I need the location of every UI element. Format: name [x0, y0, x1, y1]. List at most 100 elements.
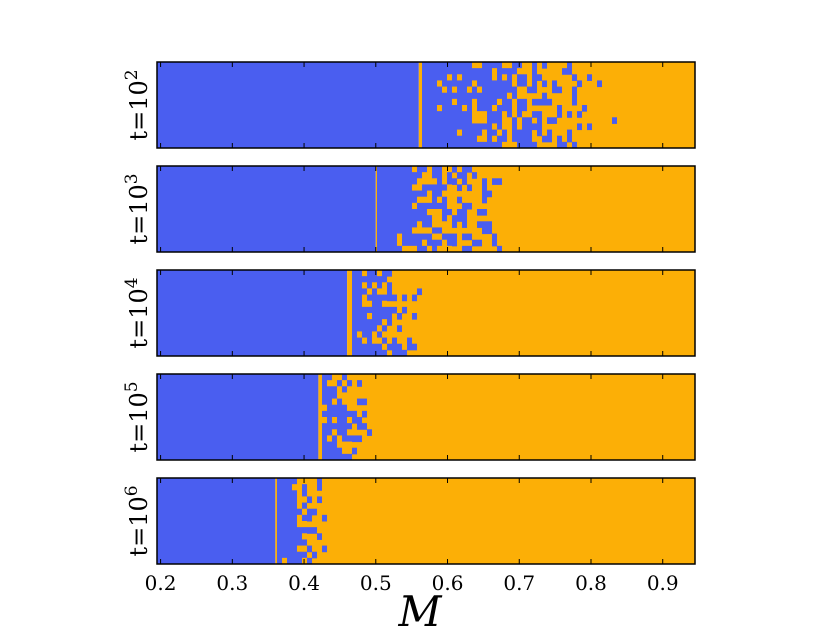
heatmap-cell [402, 349, 407, 357]
heatmap-cell [452, 117, 457, 124]
heatmap-cell [287, 490, 292, 497]
heatmap-cell [382, 300, 387, 308]
panel-4: t=105 [122, 373, 696, 461]
heatmap-cell [277, 539, 282, 547]
heatmap-cell [347, 423, 352, 430]
heatmap-cell [332, 429, 337, 436]
heatmap-cell [282, 551, 287, 559]
heatmap-cell [387, 239, 392, 247]
heatmap-cell [347, 447, 352, 455]
heatmap-cell [512, 98, 517, 106]
heatmap-cell [332, 404, 337, 412]
heatmap-cell [462, 68, 467, 75]
heatmap-cell [457, 74, 462, 81]
heatmap-cell [387, 270, 392, 277]
heatmap-cell [377, 270, 382, 277]
heatmap-cell [397, 172, 402, 179]
heatmap-cell [412, 196, 417, 204]
heatmap-cell [457, 80, 462, 88]
heatmap-cell [452, 239, 457, 247]
heatmap-cell [432, 178, 437, 185]
heatmap-cell [517, 129, 522, 137]
heatmap-cell [297, 502, 302, 510]
heatmap-cell [337, 374, 342, 381]
heatmap-cell [502, 98, 507, 106]
heatmap-cell [502, 111, 507, 118]
heatmap-cell [472, 92, 477, 100]
panel-label: t=102 [122, 69, 153, 140]
heatmap-cell [522, 74, 527, 81]
heatmap-cell [542, 98, 547, 106]
heatmap-cell [352, 435, 357, 443]
heatmap-cell [282, 508, 287, 516]
heatmap-cell [442, 172, 447, 179]
heatmap-cell [402, 306, 407, 314]
heatmap-cell [412, 313, 417, 320]
region-state-1 [275, 478, 695, 564]
heatmap-cell [512, 129, 517, 137]
heatmap-cell [537, 129, 542, 137]
heatmap-cell [412, 209, 417, 216]
heatmap-cell [497, 80, 502, 88]
heatmap-cell [537, 98, 542, 106]
heatmap-cell [527, 117, 532, 124]
region-state-0 [157, 62, 419, 148]
heatmap-cell [412, 172, 417, 179]
heatmap-cell [452, 221, 457, 228]
heatmap-cell [482, 117, 487, 124]
heatmap-cell [487, 135, 492, 143]
heatmap-cell [517, 111, 522, 118]
heatmap-cell [332, 423, 337, 430]
heatmap-cell [372, 325, 377, 332]
heatmap-cell [487, 129, 492, 137]
heatmap-cell [452, 233, 457, 241]
heatmap-cell [412, 343, 417, 351]
heatmap-cell [432, 80, 437, 88]
heatmap-cell [507, 98, 512, 106]
heatmap-cell [447, 62, 452, 69]
heatmap-cell [277, 496, 282, 504]
heatmap-cell [482, 123, 487, 131]
heatmap-cell [382, 166, 387, 173]
heatmap-cell [482, 92, 487, 100]
heatmap-cell [477, 239, 482, 247]
heatmap-cell [492, 105, 497, 112]
heatmap-cell [462, 111, 467, 118]
heatmap-cell [382, 233, 387, 241]
heatmap-cell [452, 68, 457, 75]
heatmap-cell [517, 98, 522, 106]
heatmap-cell [462, 117, 467, 124]
panel-5: t=106 [122, 477, 696, 565]
heatmap-cell [512, 92, 517, 100]
panel-frame [156, 477, 696, 565]
heatmap-cell [527, 129, 532, 137]
heatmap-cell [292, 557, 297, 565]
heatmap-cell [467, 68, 472, 75]
heatmap-cell [447, 172, 452, 179]
heatmap-cell [322, 429, 327, 436]
heatmap-cell [362, 349, 367, 357]
heatmap-cell [457, 209, 462, 216]
heatmap-cell [417, 239, 422, 247]
heatmap-cell [292, 484, 297, 491]
heatmap-cell [302, 533, 307, 540]
panel-frame [156, 61, 696, 149]
heatmap-cell [422, 233, 427, 241]
heatmap-cell [377, 190, 382, 198]
heatmap-cell [337, 453, 342, 461]
heatmap-cell [457, 184, 462, 192]
heatmap-cell [467, 233, 472, 241]
heatmap-cell [297, 551, 302, 559]
heatmap-cell [512, 111, 517, 118]
heatmap-cell [397, 209, 402, 216]
heatmap-cell [377, 178, 382, 185]
heatmap-cell [442, 141, 447, 149]
heatmap-cell [347, 435, 352, 443]
heatmap-cell [452, 215, 457, 222]
heatmap-cell [387, 282, 392, 289]
heatmap-cell [432, 86, 437, 94]
heatmap-cell [532, 68, 537, 75]
heatmap-cell [447, 105, 452, 112]
heatmap-cell [477, 221, 482, 228]
heatmap-cell [382, 288, 387, 296]
